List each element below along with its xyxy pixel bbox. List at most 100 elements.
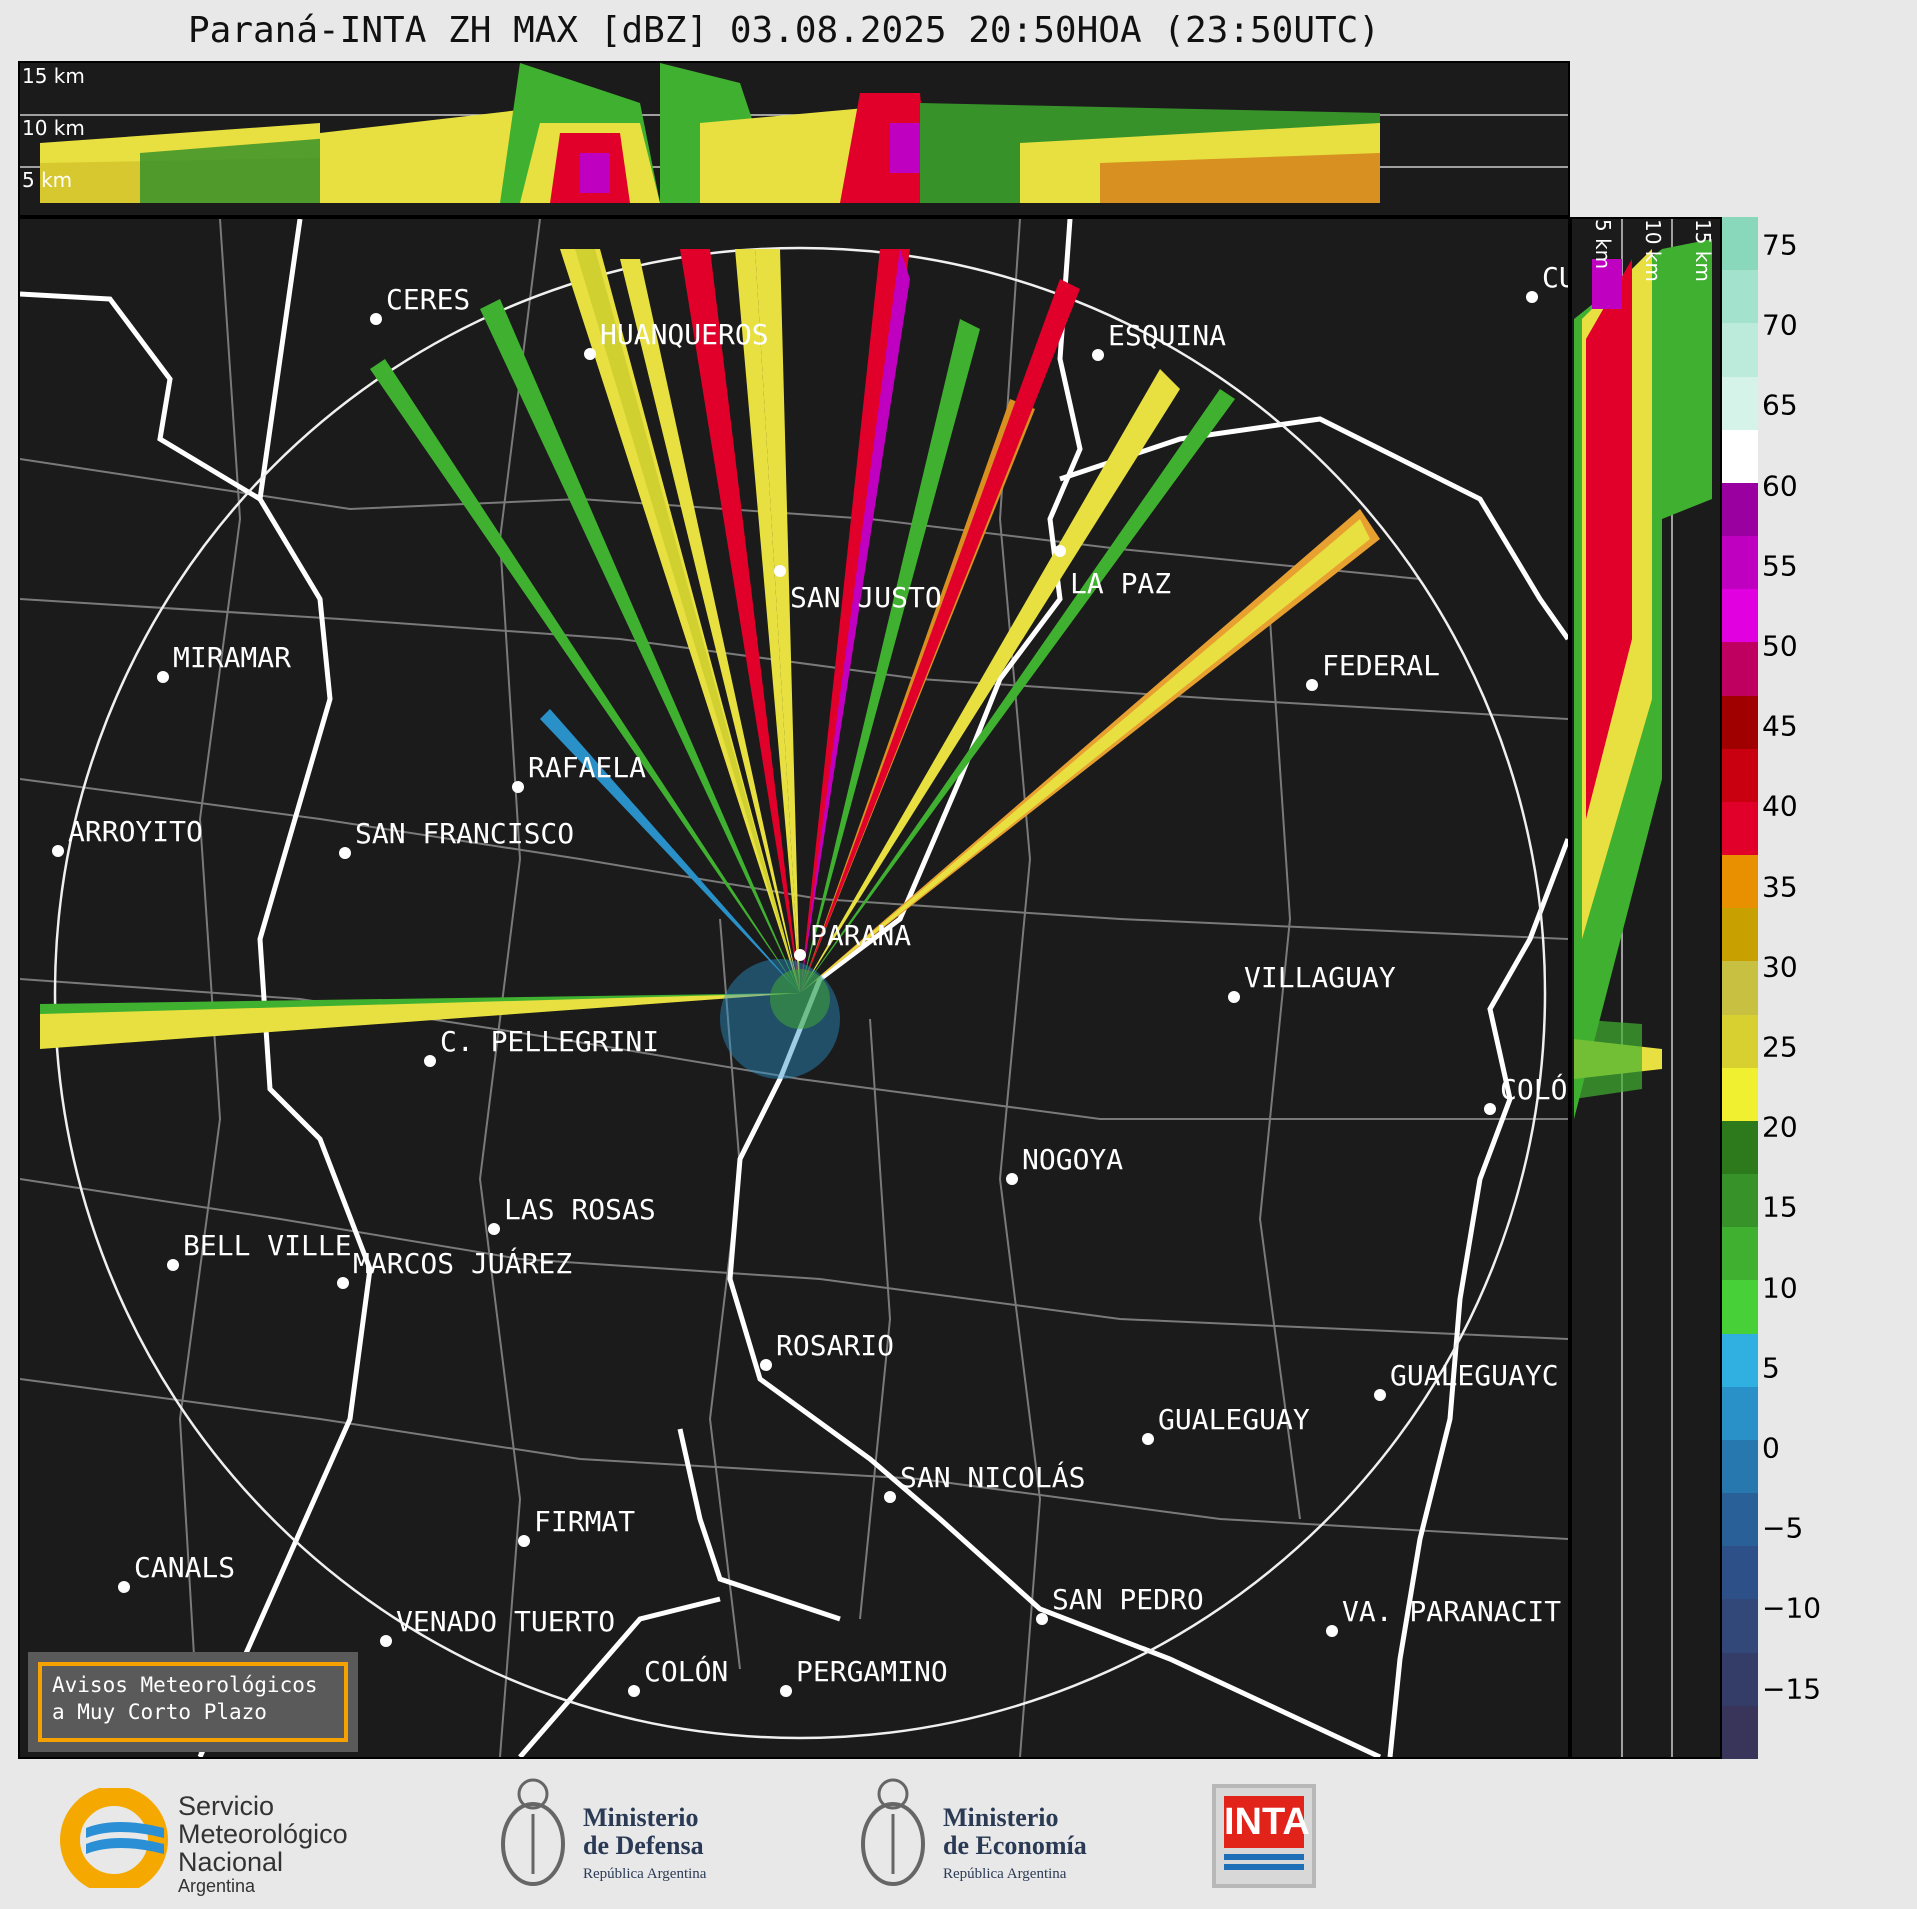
colorbar-segment — [1722, 642, 1758, 697]
city-label-miramar: MIRAMAR — [173, 641, 291, 674]
colorbar-segment — [1722, 217, 1758, 271]
top-height-label-15km: 15 km — [22, 64, 85, 88]
radar-echoes — [40, 249, 1380, 1079]
map-title: Paraná-INTA ZH MAX [dBZ] 03.08.2025 20:5… — [187, 10, 1381, 51]
smn-line-4: Argentina — [178, 1876, 256, 1896]
dbz-colorbar — [1722, 217, 1758, 1760]
colorbar-tick-label: 20 — [1762, 1110, 1798, 1144]
colorbar-segment — [1722, 1014, 1758, 1069]
top-height-label-10km: 10 km — [22, 116, 85, 140]
colorbar-segment — [1722, 1120, 1758, 1175]
colorbar-segment — [1722, 1546, 1758, 1600]
city-label-canals: CANALS — [134, 1551, 235, 1584]
economia-line-1: Ministerio — [943, 1803, 1059, 1832]
colorbar-segment — [1722, 1439, 1758, 1494]
colorbar-tick-label: −15 — [1762, 1672, 1822, 1706]
city-label-rafaela: RAFAELA — [528, 751, 646, 784]
city-label-gualeguay: GUALEGUAY — [1158, 1403, 1310, 1436]
inta-logo: INTA — [1212, 1784, 1316, 1888]
colorbar-tick-label: 65 — [1762, 388, 1798, 422]
city-label-huanqueros: HUANQUEROS — [600, 318, 769, 351]
defensa-line-2: de Defensa — [583, 1831, 704, 1860]
radar-map-svg: CERES HUANQUEROS ESQUINA CU SAN JUSTO LA… — [20, 219, 1568, 1757]
city-label-las-rosas: LAS ROSAS — [504, 1193, 656, 1226]
defensa-seal-icon — [501, 1778, 565, 1886]
side-echo-profile — [1574, 239, 1712, 1119]
colorbar-tick-label: 0 — [1762, 1431, 1780, 1465]
colorbar-tick-label: 70 — [1762, 308, 1798, 342]
top-cross-section-plot: 15 km 10 km 5 km — [20, 63, 1568, 203]
city-label-arroyito: ARROYITO — [68, 815, 203, 848]
city-label-bell-ville: BELL VILLE — [183, 1229, 352, 1262]
colorbar-tick-label: −10 — [1762, 1591, 1822, 1625]
colorbar-tick-label: 45 — [1762, 709, 1798, 743]
colorbar-tick-label: 30 — [1762, 950, 1798, 984]
city-label-cu: CU — [1542, 261, 1568, 294]
city-label-parana: PARANA — [810, 919, 911, 952]
city-label-colo: COLÓ — [1500, 1072, 1567, 1106]
smn-line-3: Nacional — [178, 1847, 284, 1877]
colorbar-segment — [1722, 323, 1758, 378]
colorbar-tick-label: 35 — [1762, 870, 1798, 904]
colorbar-segment — [1722, 1280, 1758, 1335]
inta-label: INTA — [1224, 1796, 1310, 1848]
defensa-line-1: Ministerio — [583, 1803, 699, 1832]
city-label-san-pedro: SAN PEDRO — [1052, 1583, 1204, 1616]
colorbar-tick-label: 75 — [1762, 228, 1798, 262]
smn-logo-icon — [60, 1788, 168, 1888]
city-label-ceres: CERES — [386, 283, 470, 316]
colorbar-segment — [1722, 1067, 1758, 1122]
side-cross-section-plot: 5 km 10 km 15 km — [1574, 219, 1715, 1757]
city-label-villaguay: VILLAGUAY — [1244, 961, 1396, 994]
city-label-san-justo: SAN JUSTO — [790, 581, 942, 614]
colorbar-tick-label: 10 — [1762, 1271, 1798, 1305]
city-labels: CERES HUANQUEROS ESQUINA CU SAN JUSTO LA… — [68, 261, 1568, 1688]
economia-seal-icon — [861, 1778, 925, 1886]
colorbar-segment — [1722, 376, 1758, 431]
colorbar-segment — [1722, 589, 1758, 643]
colorbar-tick-label: 50 — [1762, 629, 1798, 663]
city-markers — [52, 291, 1538, 1697]
city-label-federal: FEDERAL — [1322, 649, 1440, 682]
defensa-logo: Ministerio de Defensa República Argentin… — [495, 1774, 755, 1898]
colorbar-segment — [1722, 1174, 1758, 1228]
colorbar-tick-label: −5 — [1762, 1511, 1804, 1545]
colorbar-segment — [1722, 270, 1758, 324]
radar-main-map[interactable]: CERES HUANQUEROS ESQUINA CU SAN JUSTO LA… — [18, 217, 1570, 1759]
top-echo-profile — [40, 63, 1380, 203]
city-label-venado-tuerto: VENADO TUERTO — [396, 1605, 615, 1638]
notice-box: Avisos Meteorológicos a Muy Corto Plazo — [28, 1652, 358, 1752]
city-label-rosario: ROSARIO — [776, 1329, 894, 1362]
city-label-pergamino: PERGAMINO — [796, 1655, 948, 1688]
city-label-la-paz: LA PAZ — [1070, 567, 1171, 600]
footer-logos: Servicio Meteorológico Nacional Argentin… — [0, 1760, 1917, 1909]
city-label-san-nicolas: SAN NICOLÁS — [900, 1460, 1085, 1494]
colorbar-segment — [1722, 855, 1758, 909]
colorbar-segment — [1722, 1386, 1758, 1441]
economia-logo: Ministerio de Economía República Argenti… — [855, 1774, 1135, 1898]
city-label-va-paranacit: VA. PARANACIT — [1342, 1595, 1561, 1628]
colorbar-segment — [1722, 1599, 1758, 1654]
side-height-label-10km: 10 km — [1641, 219, 1665, 282]
economia-line-3: República Argentina — [943, 1866, 1067, 1882]
colorbar-segment — [1722, 1333, 1758, 1388]
side-height-label-5km: 5 km — [1591, 219, 1615, 269]
smn-logo: Servicio Meteorológico Nacional Argentin… — [56, 1788, 406, 1896]
side-height-label-15km: 15 km — [1691, 219, 1715, 282]
colorbar-tick-label: 40 — [1762, 789, 1798, 823]
colorbar-segment — [1722, 748, 1758, 803]
smn-line-2: Meteorológico — [178, 1819, 348, 1849]
notice-line-1: Avisos Meteorológicos — [52, 1673, 318, 1697]
colorbar-segment — [1722, 908, 1758, 962]
colorbar-tick-label: 60 — [1762, 469, 1798, 503]
colorbar-segment — [1722, 482, 1758, 537]
colorbar-segment — [1722, 801, 1758, 856]
colorbar-segment — [1722, 429, 1758, 484]
economia-line-2: de Economía — [943, 1831, 1087, 1860]
colorbar-segment — [1722, 1493, 1758, 1547]
city-label-colon: COLÓN — [644, 1654, 728, 1688]
colorbar-segment — [1722, 1705, 1758, 1760]
top-cross-section-panel: 15 km 10 km 5 km — [18, 61, 1570, 217]
smn-line-1: Servicio — [178, 1791, 275, 1821]
city-label-c-pellegrini: C. PELLEGRINI — [440, 1025, 659, 1058]
